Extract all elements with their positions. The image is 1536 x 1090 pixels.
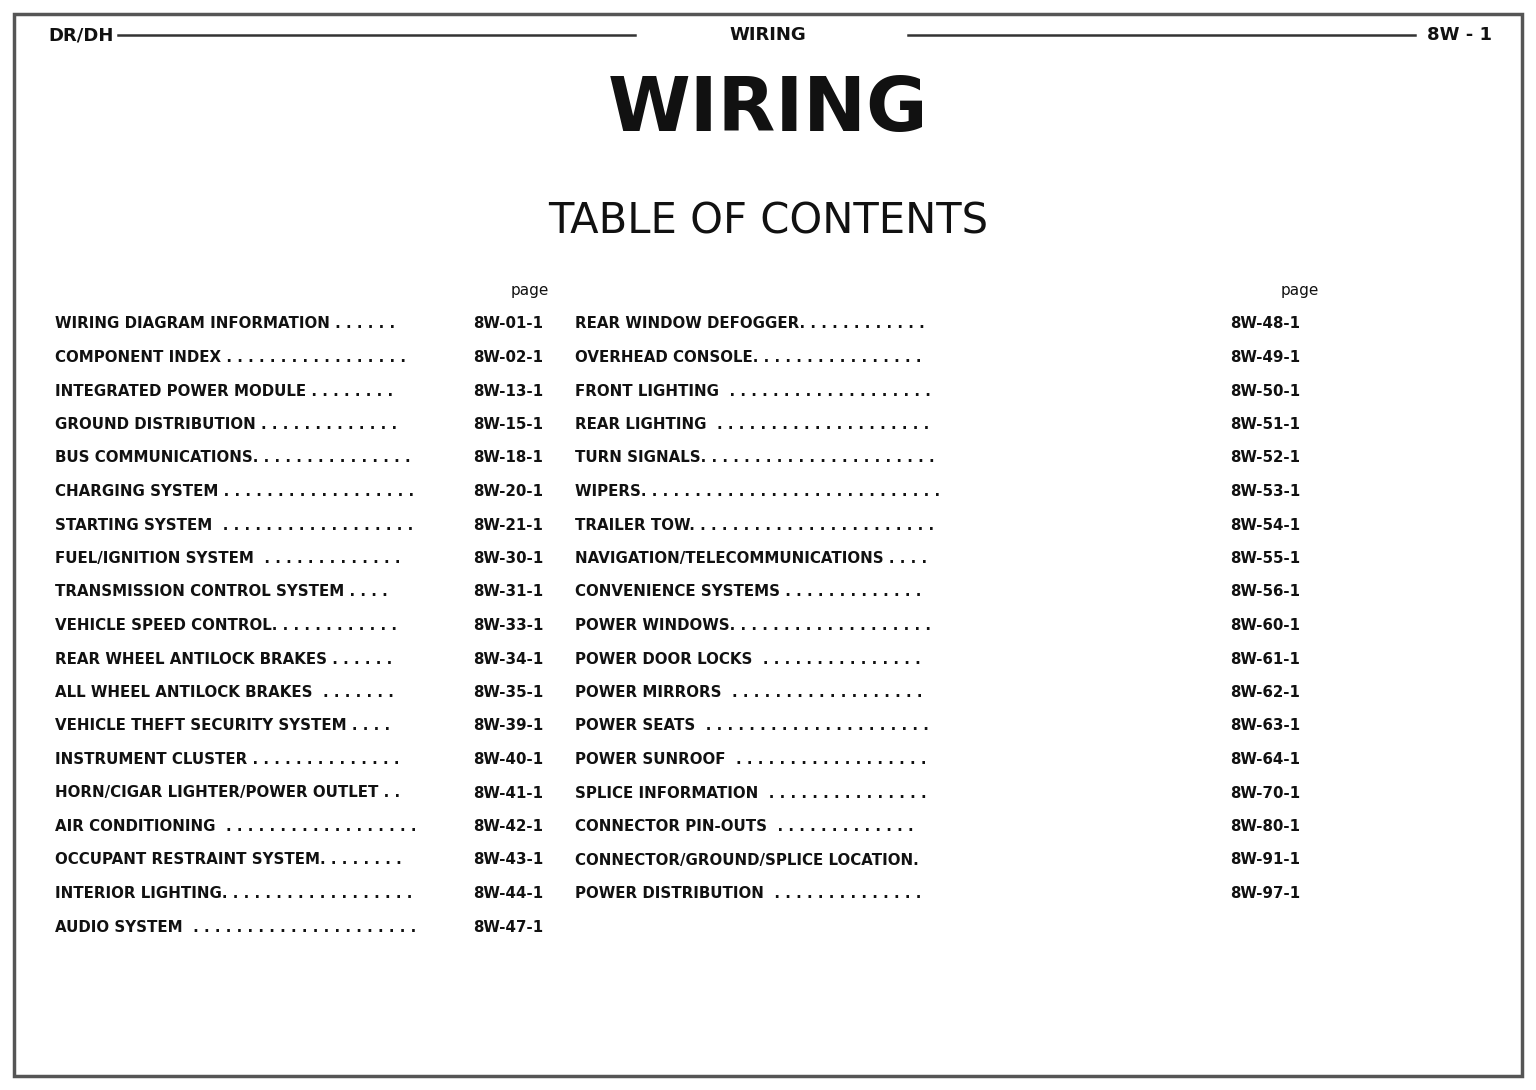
Text: POWER MIRRORS  . . . . . . . . . . . . . . . . . .: POWER MIRRORS . . . . . . . . . . . . . …: [574, 685, 923, 700]
Text: FRONT LIGHTING  . . . . . . . . . . . . . . . . . . .: FRONT LIGHTING . . . . . . . . . . . . .…: [574, 384, 931, 399]
Text: COMPONENT INDEX . . . . . . . . . . . . . . . . .: COMPONENT INDEX . . . . . . . . . . . . …: [55, 350, 406, 365]
Text: INTERIOR LIGHTING. . . . . . . . . . . . . . . . . .: INTERIOR LIGHTING. . . . . . . . . . . .…: [55, 886, 412, 901]
Text: WIRING: WIRING: [730, 26, 806, 44]
Text: DR/DH: DR/DH: [48, 26, 114, 44]
Text: 8W-60-1: 8W-60-1: [1230, 618, 1299, 633]
Text: CONNECTOR/GROUND/SPLICE LOCATION.: CONNECTOR/GROUND/SPLICE LOCATION.: [574, 852, 919, 868]
Text: TRANSMISSION CONTROL SYSTEM . . . .: TRANSMISSION CONTROL SYSTEM . . . .: [55, 584, 387, 600]
Text: 8W-64-1: 8W-64-1: [1230, 752, 1299, 767]
Text: AIR CONDITIONING  . . . . . . . . . . . . . . . . . .: AIR CONDITIONING . . . . . . . . . . . .…: [55, 819, 416, 834]
Text: 8W-18-1: 8W-18-1: [473, 450, 544, 465]
Text: TABLE OF CONTENTS: TABLE OF CONTENTS: [548, 201, 988, 243]
Text: 8W-52-1: 8W-52-1: [1230, 450, 1299, 465]
Text: 8W-70-1: 8W-70-1: [1230, 786, 1299, 800]
Text: REAR WHEEL ANTILOCK BRAKES . . . . . .: REAR WHEEL ANTILOCK BRAKES . . . . . .: [55, 652, 392, 666]
Text: 8W-56-1: 8W-56-1: [1230, 584, 1299, 600]
Text: VEHICLE SPEED CONTROL. . . . . . . . . . . .: VEHICLE SPEED CONTROL. . . . . . . . . .…: [55, 618, 396, 633]
Text: BUS COMMUNICATIONS. . . . . . . . . . . . . . .: BUS COMMUNICATIONS. . . . . . . . . . . …: [55, 450, 410, 465]
Text: 8W-55-1: 8W-55-1: [1230, 552, 1299, 566]
Text: 8W-40-1: 8W-40-1: [473, 752, 544, 767]
Text: 8W-13-1: 8W-13-1: [473, 384, 544, 399]
Text: 8W-34-1: 8W-34-1: [473, 652, 544, 666]
Text: REAR WINDOW DEFOGGER. . . . . . . . . . . .: REAR WINDOW DEFOGGER. . . . . . . . . . …: [574, 316, 925, 331]
Text: TURN SIGNALS. . . . . . . . . . . . . . . . . . . . . .: TURN SIGNALS. . . . . . . . . . . . . . …: [574, 450, 934, 465]
Text: 8W-44-1: 8W-44-1: [473, 886, 544, 901]
Text: GROUND DISTRIBUTION . . . . . . . . . . . . .: GROUND DISTRIBUTION . . . . . . . . . . …: [55, 417, 398, 432]
Text: ALL WHEEL ANTILOCK BRAKES  . . . . . . .: ALL WHEEL ANTILOCK BRAKES . . . . . . .: [55, 685, 393, 700]
Text: 8W-80-1: 8W-80-1: [1230, 819, 1299, 834]
Text: 8W - 1: 8W - 1: [1427, 26, 1491, 44]
Text: CHARGING SYSTEM . . . . . . . . . . . . . . . . . .: CHARGING SYSTEM . . . . . . . . . . . . …: [55, 484, 415, 499]
Text: 8W-20-1: 8W-20-1: [473, 484, 544, 499]
Text: 8W-31-1: 8W-31-1: [473, 584, 544, 600]
Text: page: page: [1281, 282, 1319, 298]
Text: 8W-51-1: 8W-51-1: [1230, 417, 1299, 432]
Text: WIRING DIAGRAM INFORMATION . . . . . .: WIRING DIAGRAM INFORMATION . . . . . .: [55, 316, 395, 331]
Text: FUEL/IGNITION SYSTEM  . . . . . . . . . . . . .: FUEL/IGNITION SYSTEM . . . . . . . . . .…: [55, 552, 401, 566]
Text: TRAILER TOW. . . . . . . . . . . . . . . . . . . . . . .: TRAILER TOW. . . . . . . . . . . . . . .…: [574, 518, 934, 533]
Text: WIPERS. . . . . . . . . . . . . . . . . . . . . . . . . . . .: WIPERS. . . . . . . . . . . . . . . . . …: [574, 484, 940, 499]
Text: 8W-63-1: 8W-63-1: [1230, 718, 1299, 734]
Text: 8W-48-1: 8W-48-1: [1230, 316, 1299, 331]
Text: INSTRUMENT CLUSTER . . . . . . . . . . . . . .: INSTRUMENT CLUSTER . . . . . . . . . . .…: [55, 752, 399, 767]
Text: CONNECTOR PIN-OUTS  . . . . . . . . . . . . .: CONNECTOR PIN-OUTS . . . . . . . . . . .…: [574, 819, 914, 834]
Text: 8W-41-1: 8W-41-1: [473, 786, 544, 800]
Text: POWER DOOR LOCKS  . . . . . . . . . . . . . . .: POWER DOOR LOCKS . . . . . . . . . . . .…: [574, 652, 920, 666]
Text: 8W-42-1: 8W-42-1: [473, 819, 544, 834]
Text: 8W-01-1: 8W-01-1: [473, 316, 544, 331]
Text: POWER DISTRIBUTION  . . . . . . . . . . . . . .: POWER DISTRIBUTION . . . . . . . . . . .…: [574, 886, 922, 901]
Text: 8W-47-1: 8W-47-1: [473, 920, 544, 934]
Text: 8W-15-1: 8W-15-1: [473, 417, 544, 432]
Text: 8W-43-1: 8W-43-1: [473, 852, 544, 868]
Text: 8W-30-1: 8W-30-1: [473, 552, 544, 566]
Text: 8W-62-1: 8W-62-1: [1230, 685, 1299, 700]
Text: 8W-49-1: 8W-49-1: [1230, 350, 1299, 365]
Text: 8W-02-1: 8W-02-1: [473, 350, 544, 365]
Text: 8W-50-1: 8W-50-1: [1230, 384, 1299, 399]
Text: STARTING SYSTEM  . . . . . . . . . . . . . . . . . .: STARTING SYSTEM . . . . . . . . . . . . …: [55, 518, 413, 533]
Text: 8W-97-1: 8W-97-1: [1230, 886, 1299, 901]
Text: 8W-54-1: 8W-54-1: [1230, 518, 1299, 533]
Text: 8W-53-1: 8W-53-1: [1230, 484, 1299, 499]
Text: POWER SEATS  . . . . . . . . . . . . . . . . . . . . .: POWER SEATS . . . . . . . . . . . . . . …: [574, 718, 929, 734]
Text: page: page: [511, 282, 550, 298]
Text: AUDIO SYSTEM  . . . . . . . . . . . . . . . . . . . . .: AUDIO SYSTEM . . . . . . . . . . . . . .…: [55, 920, 416, 934]
Text: HORN/CIGAR LIGHTER/POWER OUTLET . .: HORN/CIGAR LIGHTER/POWER OUTLET . .: [55, 786, 399, 800]
Text: SPLICE INFORMATION  . . . . . . . . . . . . . . .: SPLICE INFORMATION . . . . . . . . . . .…: [574, 786, 926, 800]
Text: WIRING: WIRING: [608, 73, 928, 146]
Text: NAVIGATION/TELECOMMUNICATIONS . . . .: NAVIGATION/TELECOMMUNICATIONS . . . .: [574, 552, 928, 566]
Text: 8W-21-1: 8W-21-1: [473, 518, 544, 533]
Text: VEHICLE THEFT SECURITY SYSTEM . . . .: VEHICLE THEFT SECURITY SYSTEM . . . .: [55, 718, 390, 734]
Text: 8W-35-1: 8W-35-1: [473, 685, 544, 700]
Text: 8W-33-1: 8W-33-1: [473, 618, 544, 633]
Text: 8W-61-1: 8W-61-1: [1230, 652, 1299, 666]
Text: 8W-91-1: 8W-91-1: [1230, 852, 1299, 868]
Text: 8W-39-1: 8W-39-1: [473, 718, 544, 734]
Text: OCCUPANT RESTRAINT SYSTEM. . . . . . . .: OCCUPANT RESTRAINT SYSTEM. . . . . . . .: [55, 852, 402, 868]
Text: INTEGRATED POWER MODULE . . . . . . . .: INTEGRATED POWER MODULE . . . . . . . .: [55, 384, 393, 399]
Text: CONVENIENCE SYSTEMS . . . . . . . . . . . . .: CONVENIENCE SYSTEMS . . . . . . . . . . …: [574, 584, 922, 600]
Text: OVERHEAD CONSOLE. . . . . . . . . . . . . . . .: OVERHEAD CONSOLE. . . . . . . . . . . . …: [574, 350, 922, 365]
Text: POWER SUNROOF  . . . . . . . . . . . . . . . . . .: POWER SUNROOF . . . . . . . . . . . . . …: [574, 752, 926, 767]
Text: POWER WINDOWS. . . . . . . . . . . . . . . . . . .: POWER WINDOWS. . . . . . . . . . . . . .…: [574, 618, 931, 633]
Text: REAR LIGHTING  . . . . . . . . . . . . . . . . . . . .: REAR LIGHTING . . . . . . . . . . . . . …: [574, 417, 929, 432]
